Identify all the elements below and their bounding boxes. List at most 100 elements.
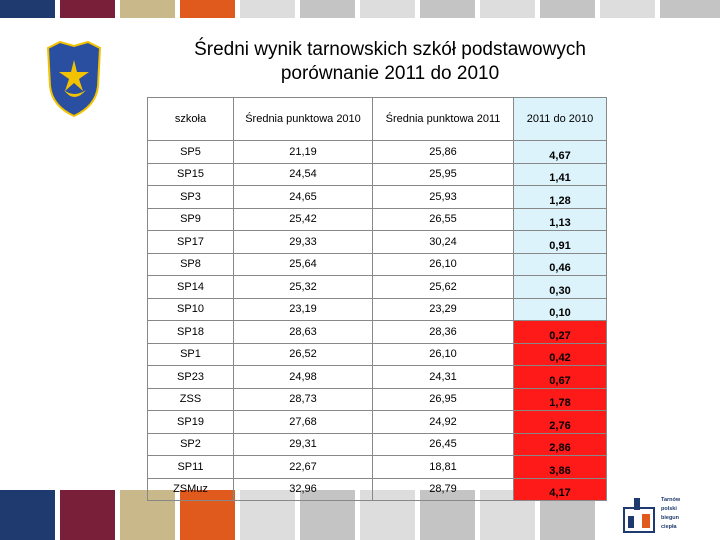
cell: 0,27 <box>513 320 607 344</box>
cell: 28,79 <box>372 477 514 501</box>
cell: 25,62 <box>372 275 514 299</box>
cell: 3,86 <box>513 455 607 479</box>
cell: 2,76 <box>513 410 607 434</box>
cell: SP15 <box>147 162 234 186</box>
cell: 25,32 <box>233 275 373 299</box>
row: SP23 24,98 24,31 0,67 <box>147 365 607 389</box>
cell: SP1 <box>147 342 234 366</box>
results-table: szkoła Średnia punktowa 2010 Średnia punkt… <box>147 97 607 501</box>
strip <box>180 0 235 18</box>
cell: 22,67 <box>233 455 373 479</box>
header-row: szkoła Średnia punktowa 2010 Średnia punkt… <box>147 97 607 141</box>
strip <box>660 0 720 18</box>
strip <box>360 0 415 18</box>
cell: 0,42 <box>513 342 607 366</box>
cell: 26,10 <box>372 252 514 276</box>
cell: 1,78 <box>513 387 607 411</box>
row: SP3 24,65 25,93 1,28 <box>147 185 607 209</box>
logo-line: biegun <box>661 515 680 521</box>
cell: 0,10 <box>513 297 607 321</box>
row: SP9 25,42 26,55 1,13 <box>147 207 607 231</box>
cell: 28,36 <box>372 320 514 344</box>
cell: 23,19 <box>233 297 373 321</box>
cell: 4,67 <box>513 140 607 164</box>
cell: 28,73 <box>233 387 373 411</box>
city-logo <box>623 498 655 533</box>
cell: 26,55 <box>372 207 514 231</box>
row: SP2 29,31 26,45 2,86 <box>147 432 607 456</box>
title: Średni wynik tarnowskich szkół podstawow… <box>140 38 640 86</box>
cell: 32,96 <box>233 477 373 501</box>
cell: SP2 <box>147 432 234 456</box>
cell: 30,24 <box>372 230 514 254</box>
row: SP17 29,33 30,24 0,91 <box>147 230 607 254</box>
strip <box>240 0 295 18</box>
header-cell: Średnia punktowa 2011 <box>372 97 514 141</box>
header-cell: szkoła <box>147 97 234 141</box>
cell: SP18 <box>147 320 234 344</box>
row: SP14 25,32 25,62 0,30 <box>147 275 607 299</box>
cell: SP19 <box>147 410 234 434</box>
cell: 25,93 <box>372 185 514 209</box>
cell: 26,45 <box>372 432 514 456</box>
cell: SP3 <box>147 185 234 209</box>
cell: SP10 <box>147 297 234 321</box>
cell: 24,92 <box>372 410 514 434</box>
cell: 29,31 <box>233 432 373 456</box>
row: SP19 27,68 24,92 2,76 <box>147 410 607 434</box>
cell: 0,30 <box>513 275 607 299</box>
cell: 18,81 <box>372 455 514 479</box>
strip <box>60 0 115 18</box>
strip <box>120 0 175 18</box>
strip <box>420 0 475 18</box>
cell: SP8 <box>147 252 234 276</box>
cell: 1,41 <box>513 162 607 186</box>
strip <box>300 0 355 18</box>
cell: SP9 <box>147 207 234 231</box>
title-line: porównanie 2011 do 2010 <box>280 63 500 84</box>
logo-text: Tarnów polski biegun ciepła <box>661 496 680 532</box>
row: SP15 24,54 25,95 1,41 <box>147 162 607 186</box>
cell: 28,63 <box>233 320 373 344</box>
strip <box>0 490 55 540</box>
cell: ZSMuz <box>147 477 234 501</box>
cell: 26,95 <box>372 387 514 411</box>
cell: 2,86 <box>513 432 607 456</box>
row: ZSMuz 32,96 28,79 4,17 <box>147 477 607 501</box>
cell: SP11 <box>147 455 234 479</box>
strip <box>600 0 655 18</box>
cell: 27,68 <box>233 410 373 434</box>
cell: SP23 <box>147 365 234 389</box>
strip <box>480 0 535 18</box>
cell: 4,17 <box>513 477 607 501</box>
row: SP18 28,63 28,36 0,27 <box>147 320 607 344</box>
crest <box>46 40 102 118</box>
logo-line: Tarnów <box>661 497 681 503</box>
cell: 26,10 <box>372 342 514 366</box>
row: SP10 23,19 23,29 0,10 <box>147 297 607 321</box>
logo-line: polski <box>661 506 677 512</box>
cell: 25,42 <box>233 207 373 231</box>
cell: 25,95 <box>372 162 514 186</box>
cell: 23,29 <box>372 297 514 321</box>
cell: 26,52 <box>233 342 373 366</box>
cell: 24,54 <box>233 162 373 186</box>
header-cell: Średnia punktowa 2010 <box>233 97 373 141</box>
cell: 1,13 <box>513 207 607 231</box>
cell: 24,65 <box>233 185 373 209</box>
strip <box>0 0 55 18</box>
cell: SP14 <box>147 275 234 299</box>
cell: 24,31 <box>372 365 514 389</box>
cell: 25,86 <box>372 140 514 164</box>
strip <box>540 0 595 18</box>
cell: SP17 <box>147 230 234 254</box>
cell: 24,98 <box>233 365 373 389</box>
cell: 0,67 <box>513 365 607 389</box>
cell: 29,33 <box>233 230 373 254</box>
cell: SP5 <box>147 140 234 164</box>
cell: 0,46 <box>513 252 607 276</box>
title-line: Średni wynik tarnowskich szkół podstawow… <box>194 39 586 60</box>
cell: 21,19 <box>233 140 373 164</box>
cell: 1,28 <box>513 185 607 209</box>
